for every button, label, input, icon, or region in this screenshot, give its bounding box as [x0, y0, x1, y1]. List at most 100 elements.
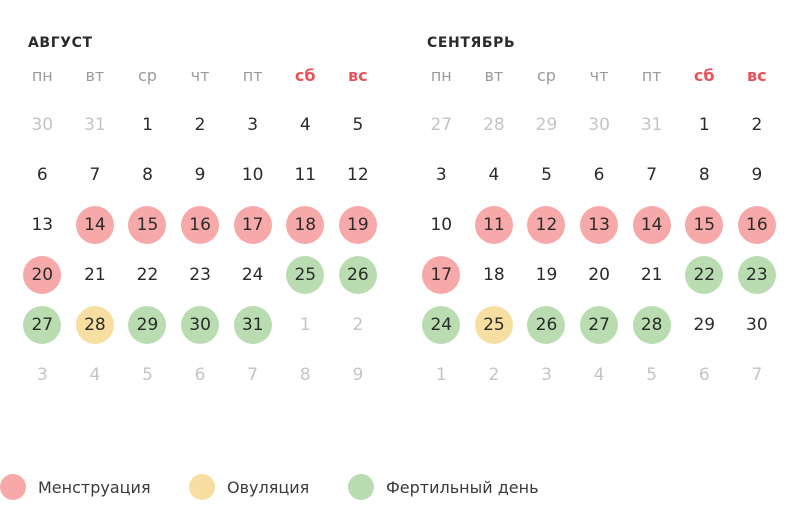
day-cell-fertile[interactable]: 27	[573, 300, 626, 350]
day-number: 6	[698, 365, 710, 385]
day-cell[interactable]: 2	[174, 100, 227, 150]
day-number: 24	[422, 306, 461, 344]
month-title: СЕНТЯБРЬ	[427, 35, 516, 51]
weekday-label: пн	[31, 66, 53, 85]
day-cell-other-month[interactable]: 3	[16, 350, 69, 400]
day-cell-other-month[interactable]: 8	[279, 350, 332, 400]
day-cell[interactable]: 2	[731, 100, 784, 150]
day-cell[interactable]: 20	[573, 250, 626, 300]
day-cell-fertile[interactable]: 28	[625, 300, 678, 350]
day-cell[interactable]: 24	[226, 250, 279, 300]
day-cell-menstruation[interactable]: 19	[332, 200, 385, 250]
day-cell[interactable]: 5	[520, 150, 573, 200]
day-cell-other-month[interactable]: 1	[415, 350, 468, 400]
day-number: 10	[241, 165, 264, 185]
day-cell-fertile[interactable]: 30	[174, 300, 227, 350]
day-number: 11	[294, 165, 317, 185]
day-cell[interactable]: 12	[332, 150, 385, 200]
day-cell[interactable]: 11	[279, 150, 332, 200]
day-cell[interactable]: 1	[121, 100, 174, 150]
day-cell[interactable]: 7	[625, 150, 678, 200]
day-cell-ovulation[interactable]: 28	[69, 300, 122, 350]
day-cell-other-month[interactable]: 31	[69, 100, 122, 150]
day-cell-fertile[interactable]: 26	[520, 300, 573, 350]
day-cell-other-month[interactable]: 7	[731, 350, 784, 400]
day-cell[interactable]: 6	[573, 150, 626, 200]
day-cell-menstruation[interactable]: 15	[121, 200, 174, 250]
day-number: 7	[89, 165, 101, 185]
day-cell[interactable]: 8	[121, 150, 174, 200]
weekday-header: пн вт ср чт пт сб вс	[415, 62, 783, 90]
day-cell-other-month[interactable]: 6	[174, 350, 227, 400]
day-cell-menstruation[interactable]: 17	[415, 250, 468, 300]
day-cell-other-month[interactable]: 7	[226, 350, 279, 400]
day-cell-other-month[interactable]: 2	[332, 300, 385, 350]
day-number: 10	[430, 215, 453, 235]
day-cell[interactable]: 22	[121, 250, 174, 300]
weekday-label-weekend: сб	[294, 66, 316, 85]
day-cell-menstruation[interactable]: 16	[174, 200, 227, 250]
day-number: 18	[483, 265, 505, 285]
day-cell-menstruation[interactable]: 14	[625, 200, 678, 250]
day-cell-other-month[interactable]: 5	[625, 350, 678, 400]
day-cell-other-month[interactable]: 30	[16, 100, 69, 150]
day-cell-menstruation[interactable]: 15	[678, 200, 731, 250]
day-cell-fertile[interactable]: 27	[16, 300, 69, 350]
day-cell-other-month[interactable]: 6	[678, 350, 731, 400]
day-cell-other-month[interactable]: 28	[468, 100, 521, 150]
day-cell-fertile[interactable]: 29	[121, 300, 174, 350]
day-cell[interactable]: 8	[678, 150, 731, 200]
weekday-label: ср	[536, 66, 556, 85]
day-cell[interactable]: 3	[226, 100, 279, 150]
day-cell-menstruation[interactable]: 13	[573, 200, 626, 250]
day-cell-ovulation[interactable]: 25	[468, 300, 521, 350]
day-cell[interactable]: 13	[16, 200, 69, 250]
day-cell-other-month[interactable]: 4	[573, 350, 626, 400]
day-cell[interactable]: 7	[69, 150, 122, 200]
day-cell[interactable]: 18	[468, 250, 521, 300]
day-cell[interactable]: 9	[174, 150, 227, 200]
day-cell[interactable]: 29	[678, 300, 731, 350]
day-cell-fertile[interactable]: 26	[332, 250, 385, 300]
day-cell[interactable]: 19	[520, 250, 573, 300]
day-cell-menstruation[interactable]: 18	[279, 200, 332, 250]
day-cell[interactable]: 21	[69, 250, 122, 300]
day-number: 8	[142, 165, 153, 185]
legend: Менструация Овуляция Фертильный день	[0, 471, 800, 503]
day-cell-menstruation[interactable]: 11	[468, 200, 521, 250]
weekday-label: вт	[484, 66, 504, 85]
day-cell[interactable]: 10	[415, 200, 468, 250]
day-cell-other-month[interactable]: 27	[415, 100, 468, 150]
day-number: 23	[189, 265, 211, 285]
day-cell-other-month[interactable]: 29	[520, 100, 573, 150]
day-cell-other-month[interactable]: 1	[279, 300, 332, 350]
day-cell[interactable]: 4	[279, 100, 332, 150]
day-cell[interactable]: 3	[415, 150, 468, 200]
day-cell-other-month[interactable]: 4	[69, 350, 122, 400]
day-cell-other-month[interactable]: 30	[573, 100, 626, 150]
day-cell[interactable]: 5	[332, 100, 385, 150]
day-cell[interactable]: 1	[678, 100, 731, 150]
day-cell-menstruation[interactable]: 17	[226, 200, 279, 250]
day-cell-menstruation[interactable]: 14	[69, 200, 122, 250]
day-cell-menstruation[interactable]: 16	[731, 200, 784, 250]
day-cell[interactable]: 21	[625, 250, 678, 300]
day-cell[interactable]: 30	[731, 300, 784, 350]
day-cell-other-month[interactable]: 31	[625, 100, 678, 150]
day-cell[interactable]: 9	[731, 150, 784, 200]
day-cell[interactable]: 10	[226, 150, 279, 200]
day-cell-other-month[interactable]: 5	[121, 350, 174, 400]
day-cell-other-month[interactable]: 9	[332, 350, 385, 400]
day-cell-other-month[interactable]: 3	[520, 350, 573, 400]
day-cell-fertile[interactable]: 22	[678, 250, 731, 300]
day-cell[interactable]: 4	[468, 150, 521, 200]
day-cell[interactable]: 23	[174, 250, 227, 300]
day-cell-fertile[interactable]: 24	[415, 300, 468, 350]
day-cell-other-month[interactable]: 2	[468, 350, 521, 400]
day-cell-menstruation[interactable]: 20	[16, 250, 69, 300]
day-cell-fertile[interactable]: 25	[279, 250, 332, 300]
day-cell[interactable]: 6	[16, 150, 69, 200]
day-cell-fertile[interactable]: 23	[731, 250, 784, 300]
day-cell-fertile[interactable]: 31	[226, 300, 279, 350]
day-cell-menstruation[interactable]: 12	[520, 200, 573, 250]
